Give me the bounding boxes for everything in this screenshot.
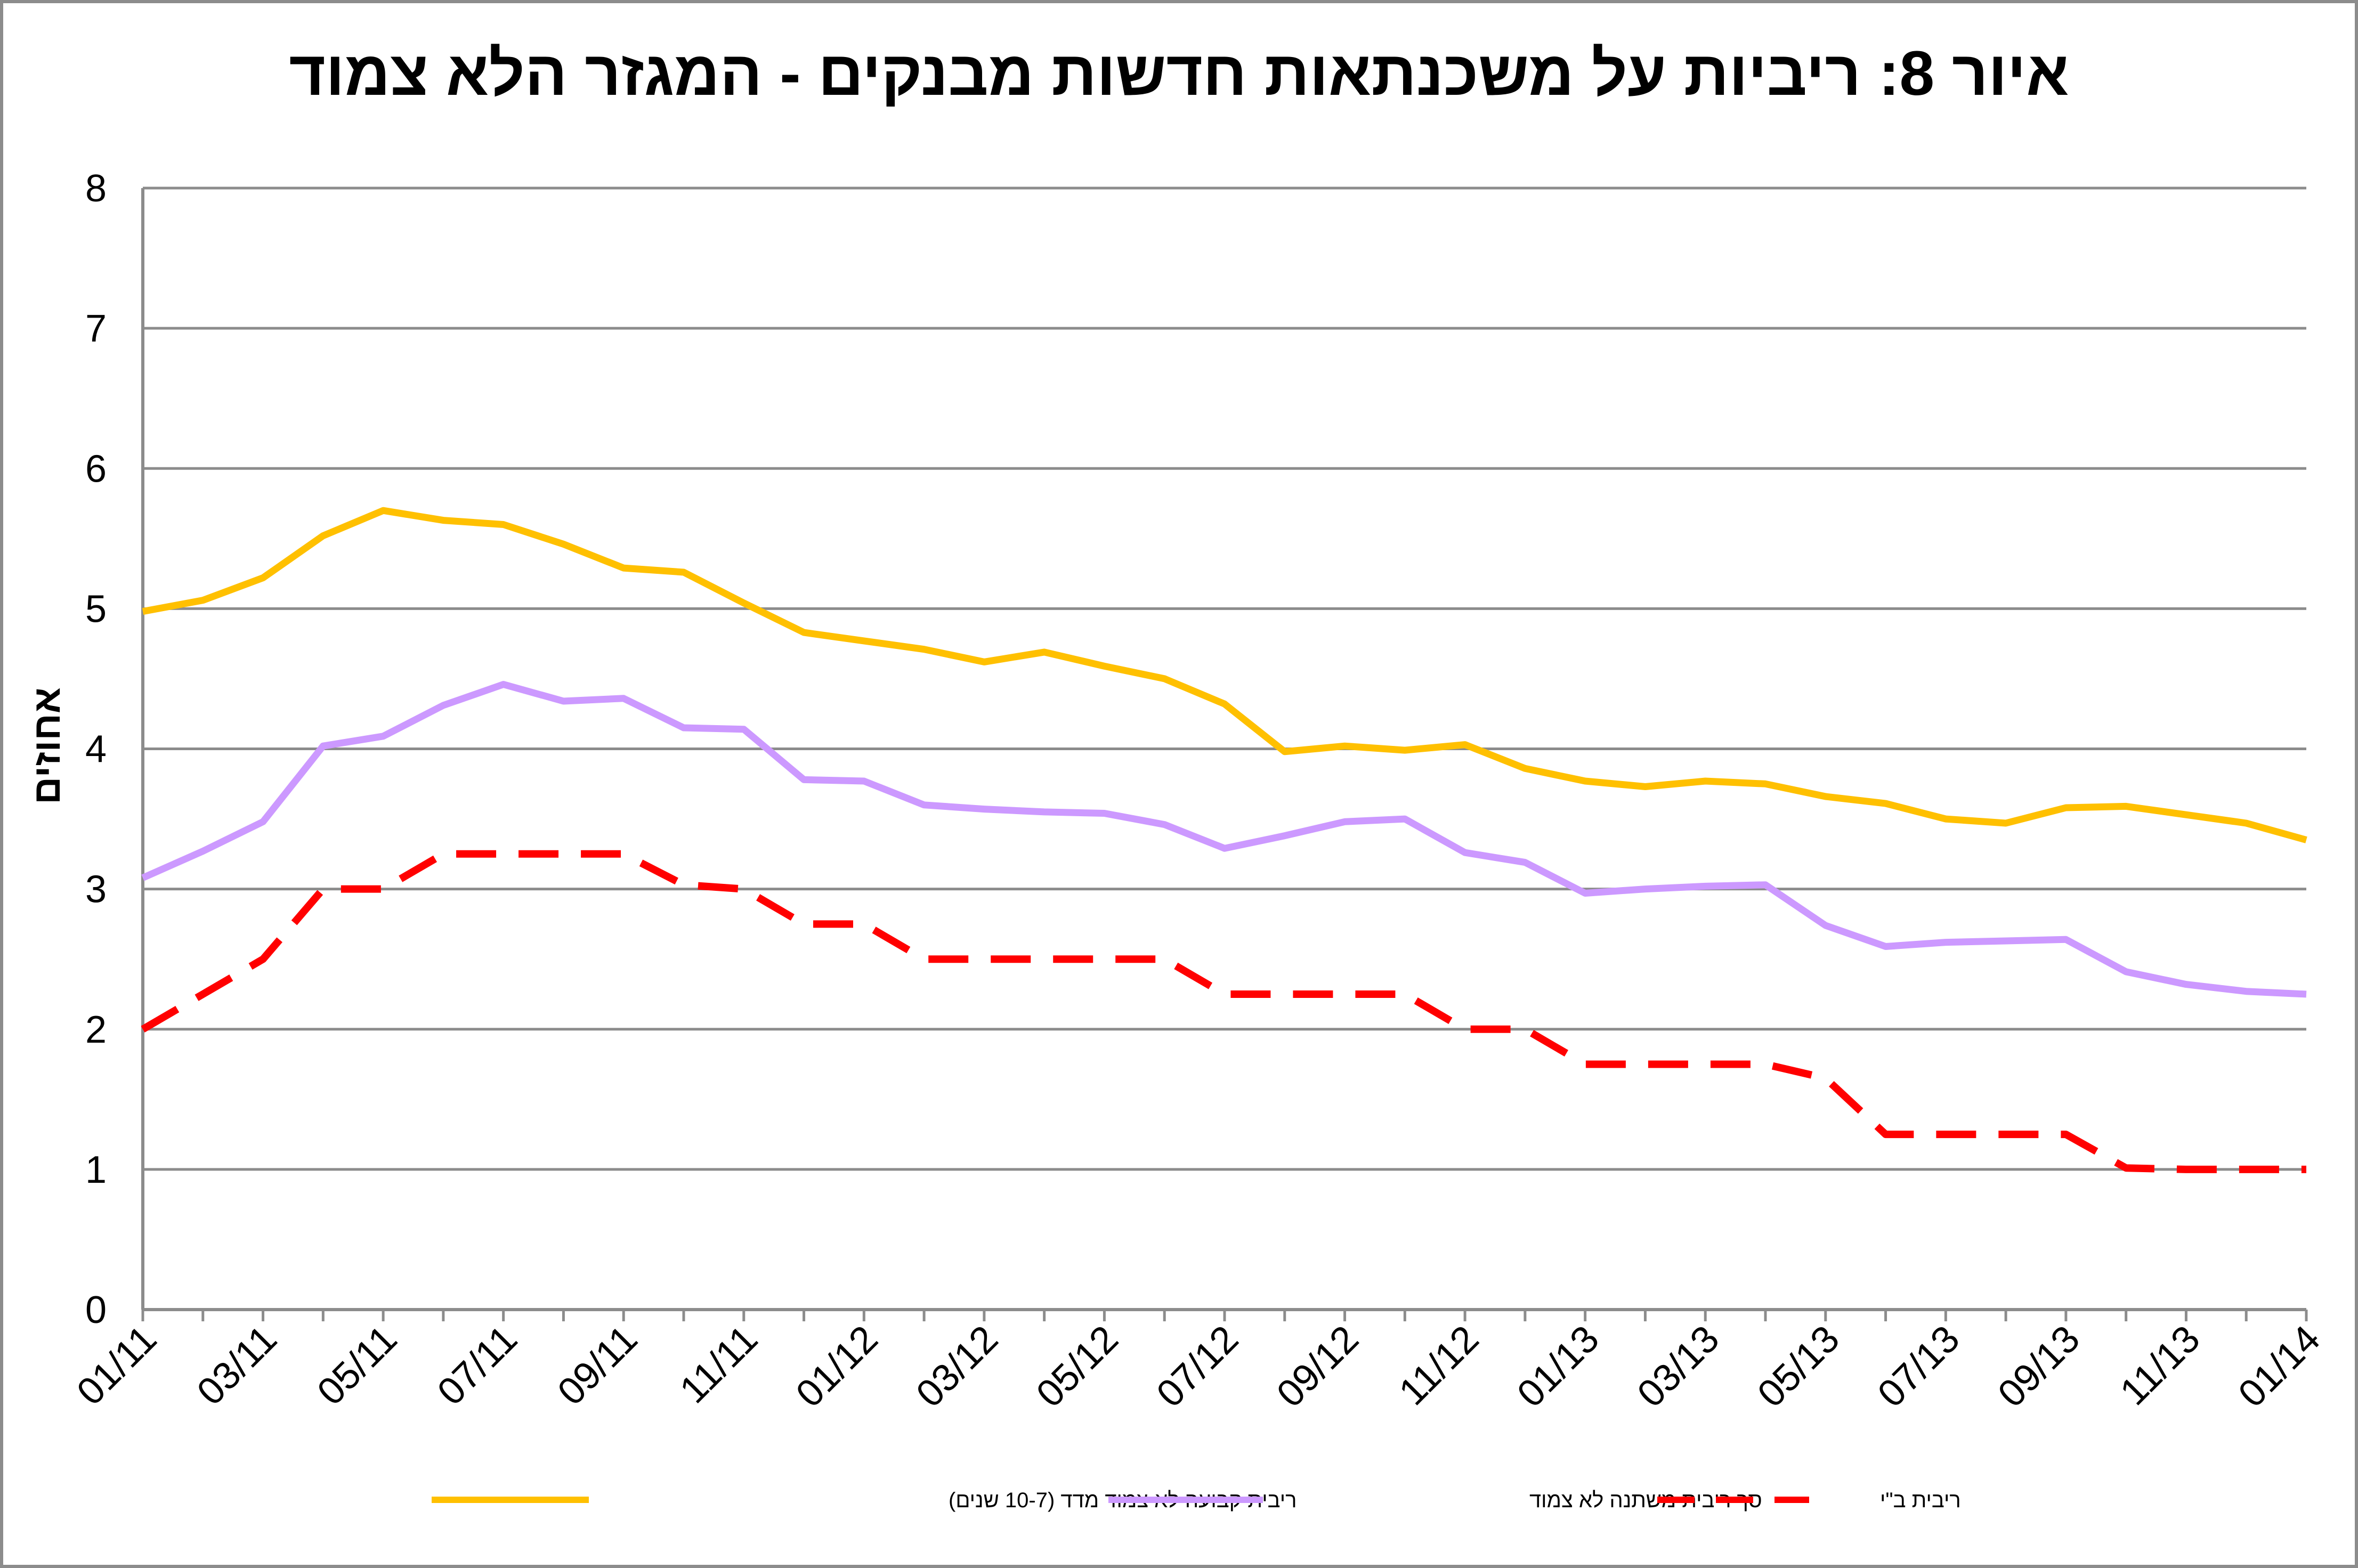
x-tick-label: 07/12 — [1148, 1318, 1246, 1416]
x-tick-label: 05/12 — [1028, 1318, 1127, 1416]
x-tick-label: 07/13 — [1870, 1318, 1968, 1416]
gridlines — [143, 186, 2306, 1171]
x-tick-label: 01/11 — [69, 1318, 165, 1413]
x-tick-label: 03/11 — [189, 1318, 285, 1413]
x-tick-label: 03/13 — [1630, 1318, 1728, 1416]
x-tick-label: 11/11 — [672, 1318, 766, 1411]
x-tick-label: 09/11 — [549, 1318, 645, 1413]
legend-label-3: ריבית ב"י — [1880, 1489, 1961, 1512]
series-lines — [141, 507, 2307, 1173]
x-tick-label: 11/13 — [2112, 1318, 2208, 1413]
x-tick-label: 03/12 — [908, 1318, 1006, 1416]
chart-title: איור 8: ריביות על משכנתאות חדשות מבנקים … — [289, 38, 2069, 109]
x-tick-label: 09/12 — [1269, 1318, 1367, 1416]
series-line-2 — [141, 681, 2307, 998]
x-tick-label: 05/13 — [1749, 1318, 1847, 1416]
series-line-3 — [141, 850, 2306, 1173]
x-tick-label: 01/14 — [2230, 1318, 2328, 1416]
legend: ריבית קבועה לא צמוד מדד (10-7 שנים)סך רי… — [432, 1489, 1961, 1512]
x-tick-label: 01/13 — [1509, 1318, 1607, 1416]
x-tick-label: 07/11 — [430, 1318, 525, 1413]
x-tick-label: 11/12 — [1391, 1318, 1487, 1413]
y-tick-label: 2 — [85, 1009, 107, 1051]
y-tick-label: 0 — [85, 1289, 107, 1331]
y-tick-label: 6 — [85, 448, 107, 490]
y-tick-label: 4 — [85, 728, 107, 771]
y-tick-label: 5 — [85, 588, 107, 630]
x-tick-label: 01/12 — [788, 1318, 886, 1416]
y-tick-label: 8 — [85, 167, 107, 210]
y-axis-title: אחוזים — [26, 687, 68, 805]
y-tick-label: 3 — [85, 868, 107, 911]
y-tick-label: 1 — [85, 1149, 107, 1191]
x-tick-label: 05/11 — [309, 1318, 405, 1413]
x-tick-label: 09/13 — [1990, 1318, 2088, 1416]
series-line-1 — [142, 507, 2307, 843]
y-tick-label: 7 — [85, 307, 107, 350]
